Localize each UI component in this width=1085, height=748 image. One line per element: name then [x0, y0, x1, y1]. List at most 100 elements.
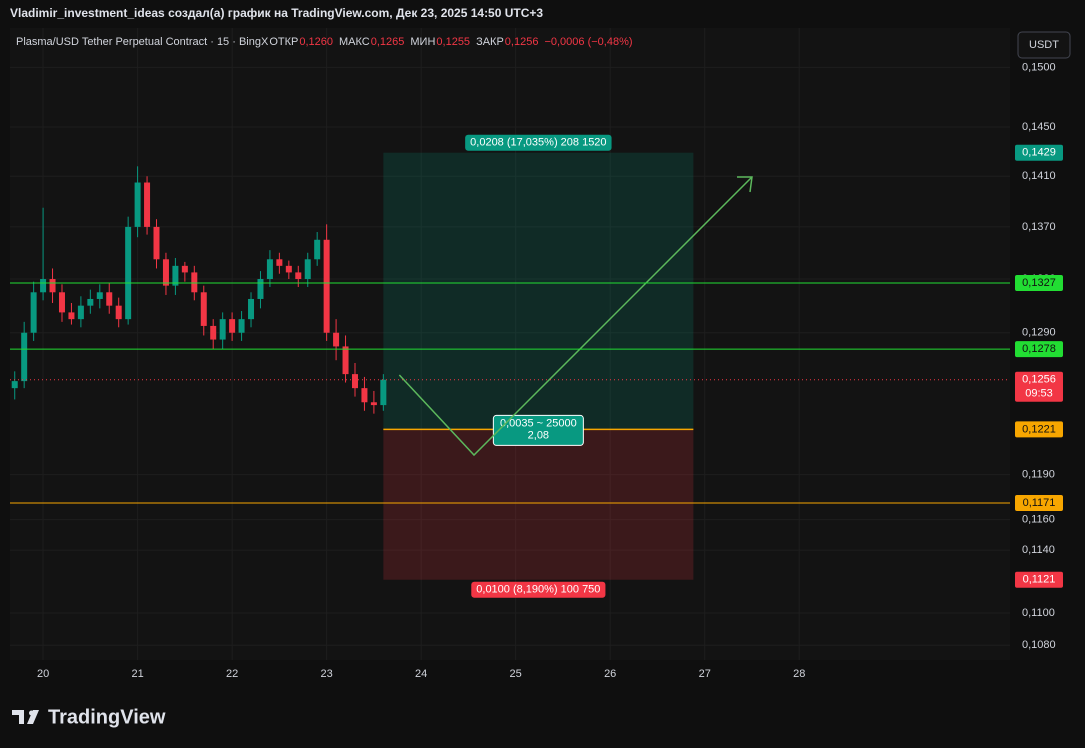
ratio-text: 2,08 — [528, 429, 549, 441]
current-price-label: 0,1256 — [1022, 374, 1056, 386]
candle-body — [115, 305, 122, 320]
level-label-bg — [1015, 341, 1063, 358]
profit-zone — [383, 152, 694, 430]
candle-body — [333, 332, 340, 347]
y-tick-label: 0,1100 — [1022, 607, 1055, 619]
candle-body — [58, 292, 65, 313]
level-label: 0,1171 — [1023, 497, 1056, 509]
candle-body — [87, 298, 94, 306]
candle-body — [295, 272, 302, 280]
candle-body — [219, 319, 226, 340]
candle-body — [276, 259, 283, 266]
level-label-bg — [1015, 274, 1063, 291]
candle-body — [30, 292, 37, 333]
candle-body — [106, 292, 113, 306]
y-tick-label: 0,1290 — [1022, 327, 1056, 339]
stop-text: 0,0100 (8,190%) 100 750 — [476, 584, 600, 596]
y-tick-label: 0,1450 — [1022, 121, 1056, 133]
size-box — [492, 414, 584, 446]
size-text: 0,0035 ~ 25000 — [500, 417, 577, 429]
candle-body — [144, 182, 151, 227]
legend: Plasma/USD Tether Perpetual Contract · 1… — [16, 36, 633, 48]
target-label-bg — [1015, 144, 1063, 161]
candle-body — [342, 346, 349, 375]
candle-body — [172, 265, 179, 286]
candle-body — [248, 298, 255, 320]
y-tick-label: 0,1410 — [1022, 170, 1056, 182]
legend-high-label: МАКС — [339, 36, 370, 48]
candle-body — [49, 279, 56, 293]
x-tick-label: 26 — [604, 668, 616, 680]
candle-body — [266, 259, 273, 280]
x-tick-label: 21 — [131, 668, 143, 680]
trend-arrow — [398, 176, 753, 457]
plot-area — [10, 28, 1010, 660]
candle-body — [21, 332, 28, 382]
y-tick-label: 0,1370 — [1022, 221, 1056, 233]
logo-dot — [29, 710, 34, 716]
candle-body — [125, 226, 132, 320]
candle-body — [181, 265, 188, 273]
x-tick-label: 27 — [699, 668, 711, 680]
stop-text-bg — [471, 581, 606, 598]
candle-body — [238, 319, 245, 333]
y-tick-label: 0,1080 — [1022, 639, 1056, 651]
candle-body — [200, 292, 207, 326]
legend-low-label: МИН — [410, 36, 435, 48]
candle-body — [96, 292, 103, 299]
candle-body — [351, 374, 358, 389]
y-tick-label: 0,1500 — [1022, 61, 1056, 73]
candle-body — [314, 239, 321, 260]
candle-body — [77, 305, 84, 320]
candle-body — [210, 325, 217, 340]
candle-body — [323, 239, 330, 333]
arrow-head — [737, 176, 753, 193]
level-label: 0,1327 — [1022, 277, 1056, 289]
loss-zone — [383, 429, 694, 580]
target-label: 0,1429 — [1022, 147, 1056, 159]
y-tick-label: 0,1160 — [1022, 513, 1055, 525]
candle-body — [68, 312, 75, 320]
brand: TradingView — [48, 706, 166, 728]
level-label: 0,1278 — [1022, 343, 1056, 355]
legend-open: 0,1260 — [299, 36, 333, 48]
currency-button[interactable] — [1017, 31, 1071, 59]
legend-change: −0,0006 (−0,48%) — [544, 36, 632, 48]
y-tick-label: 0,1140 — [1022, 544, 1055, 556]
candle-body — [153, 226, 160, 260]
target-text-bg — [465, 134, 612, 151]
legend-symbol: Plasma/USD Tether Perpetual Contract · 1… — [16, 36, 269, 48]
currency[interactable]: USDT — [1029, 39, 1059, 51]
candle-body — [304, 259, 311, 280]
legend-close-label: ЗАКР — [476, 36, 504, 48]
candle-body — [11, 381, 18, 389]
current-price-bg — [1015, 371, 1063, 402]
x-tick-label: 22 — [226, 668, 238, 680]
candle-body — [380, 379, 387, 406]
candle-body — [191, 272, 198, 293]
candle-body — [370, 402, 377, 406]
stop-label-bg — [1015, 571, 1063, 588]
x-tick-label: 23 — [321, 668, 333, 680]
x-tick-label: 20 — [37, 668, 49, 680]
legend-open-label: ОТКР — [269, 36, 298, 48]
x-tick-label: 24 — [415, 668, 427, 680]
x-tick-label: 25 — [510, 668, 522, 680]
header: Vladimir_investment_ideas создал(а) граф… — [10, 6, 543, 20]
entry-label: 0,1221 — [1022, 423, 1056, 435]
stop-label: 0,1121 — [1023, 574, 1056, 586]
level-label-bg — [1015, 494, 1063, 511]
legend-close: 0,1256 — [505, 36, 539, 48]
candle-body — [40, 279, 47, 293]
countdown: 09:53 — [1025, 388, 1053, 400]
legend-high: 0,1265 — [371, 36, 405, 48]
candle-body — [257, 279, 264, 299]
candle-body — [285, 265, 292, 273]
legend-low: 0,1255 — [436, 36, 470, 48]
candle-body — [229, 319, 236, 333]
candle-body — [361, 388, 368, 403]
x-tick-label: 28 — [793, 668, 805, 680]
candle-body — [162, 259, 169, 286]
candle-body — [134, 182, 141, 227]
